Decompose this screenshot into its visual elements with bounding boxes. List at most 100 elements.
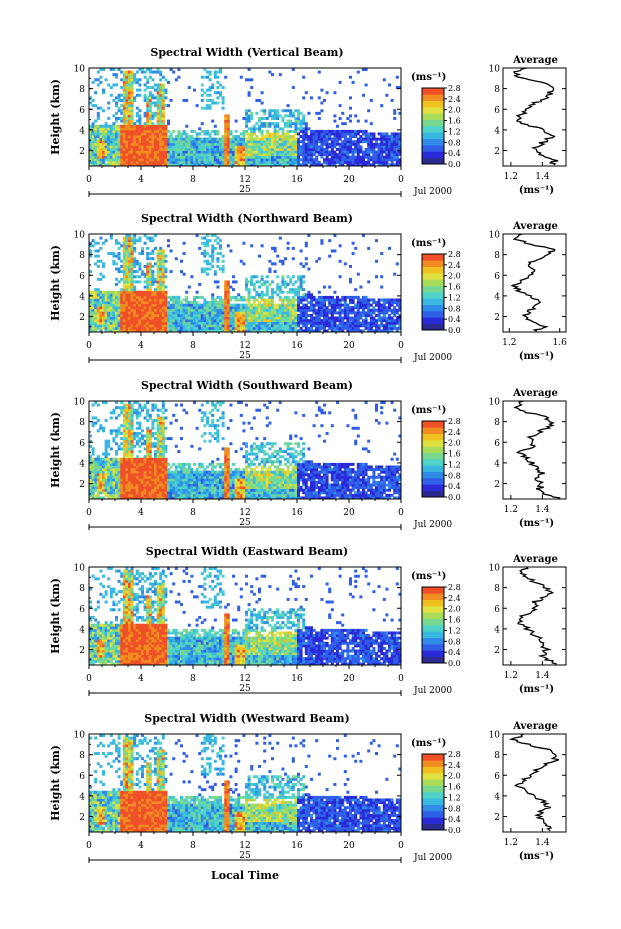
heatmap-cell bbox=[102, 460, 105, 464]
heatmap-cell bbox=[125, 308, 129, 312]
heatmap-cell bbox=[120, 408, 124, 412]
heatmap-cell bbox=[89, 163, 92, 167]
heatmap-cell bbox=[372, 321, 376, 325]
heatmap-cell bbox=[125, 480, 129, 484]
heatmap-cell bbox=[91, 155, 95, 159]
heatmap-cell bbox=[317, 70, 321, 74]
heatmap-cell bbox=[143, 264, 147, 268]
heatmap-cell bbox=[377, 303, 381, 307]
heatmap-cell bbox=[294, 160, 298, 164]
heatmap-cell bbox=[367, 137, 371, 141]
heatmap-cell bbox=[395, 329, 399, 333]
heatmap-cell bbox=[242, 306, 246, 310]
heatmap-cell bbox=[156, 259, 160, 263]
heatmap-cell bbox=[258, 124, 261, 128]
heatmap-cell bbox=[154, 147, 157, 151]
heatmap-cell bbox=[104, 298, 108, 302]
heatmap-cell bbox=[328, 160, 332, 164]
heatmap-cell bbox=[141, 303, 144, 307]
heatmap-cell bbox=[203, 140, 207, 144]
heatmap-cell bbox=[122, 137, 126, 141]
heatmap-cell bbox=[203, 311, 207, 315]
heatmap-cell bbox=[169, 158, 173, 162]
heatmap-cell bbox=[159, 313, 163, 317]
heatmap-cell bbox=[96, 478, 100, 482]
heatmap-cell bbox=[135, 308, 139, 312]
heatmap-cell bbox=[159, 140, 163, 144]
heatmap-cell bbox=[169, 303, 173, 307]
heatmap-cell bbox=[128, 311, 131, 315]
heatmap-cell bbox=[375, 301, 378, 305]
heatmap-cell bbox=[128, 270, 131, 274]
heatmap-cell bbox=[260, 135, 264, 139]
heatmap-cell bbox=[91, 313, 95, 317]
heatmap-cell bbox=[180, 316, 183, 320]
colorbar-tick-label: 0.4 bbox=[448, 149, 461, 158]
heatmap-cell bbox=[284, 140, 287, 144]
heatmap-cell bbox=[341, 132, 345, 136]
heatmap-cell bbox=[354, 316, 358, 320]
heatmap-cell bbox=[232, 155, 235, 159]
heatmap-cell bbox=[174, 303, 178, 307]
heatmap-cell bbox=[94, 254, 98, 258]
heatmap-cell bbox=[125, 452, 129, 456]
heatmap-cell bbox=[120, 160, 124, 164]
heatmap-cell bbox=[354, 246, 358, 250]
panel-1: Spectral Width (Northward Beam)246810Hei… bbox=[49, 212, 567, 363]
heatmap-cell bbox=[263, 158, 267, 162]
heatmap-cell bbox=[164, 104, 168, 108]
heatmap-cell bbox=[148, 298, 152, 302]
heatmap-cell bbox=[190, 163, 194, 167]
heatmap-cell bbox=[180, 313, 183, 317]
heatmap-cell bbox=[130, 78, 134, 82]
heatmap-cell bbox=[328, 132, 332, 136]
heatmap-cell bbox=[156, 293, 160, 297]
heatmap-cell bbox=[278, 329, 282, 333]
heatmap-cell bbox=[255, 324, 259, 328]
heatmap-cell bbox=[234, 306, 238, 310]
heatmap-cell bbox=[299, 135, 303, 139]
heatmap-cell bbox=[107, 295, 111, 299]
heatmap-cell bbox=[224, 163, 228, 167]
heatmap-cell bbox=[268, 147, 272, 151]
heatmap-cell bbox=[125, 457, 129, 461]
heatmap-cell bbox=[200, 145, 204, 149]
heatmap-cell bbox=[232, 306, 235, 310]
heatmap-cell bbox=[193, 145, 196, 149]
heatmap-cell bbox=[271, 73, 274, 77]
heatmap-cell bbox=[289, 155, 293, 159]
heatmap-cell bbox=[307, 329, 311, 333]
heatmap-cell bbox=[328, 321, 332, 325]
heatmap-cell bbox=[115, 431, 118, 435]
heatmap-cell bbox=[247, 301, 251, 305]
heatmap-cell bbox=[216, 280, 220, 284]
heatmap-cell bbox=[395, 311, 399, 315]
heatmap-cell bbox=[323, 308, 326, 312]
heatmap-cell bbox=[159, 129, 163, 133]
heatmap-cell bbox=[164, 160, 168, 164]
heatmap-cell bbox=[354, 326, 358, 330]
heatmap-cell bbox=[206, 262, 209, 266]
heatmap-cell bbox=[122, 262, 126, 266]
heatmap-cell bbox=[323, 140, 326, 144]
heatmap-cell bbox=[356, 119, 360, 123]
heatmap-cell bbox=[354, 160, 358, 164]
heatmap-cell bbox=[208, 106, 212, 110]
heatmap-cell bbox=[102, 135, 105, 139]
heatmap-cell bbox=[94, 329, 98, 333]
heatmap-cell bbox=[219, 70, 222, 74]
heatmap-cell bbox=[148, 86, 152, 90]
heatmap-cell bbox=[112, 142, 116, 146]
heatmap-cell bbox=[112, 132, 116, 136]
heatmap-cell bbox=[167, 80, 170, 84]
heatmap-cell bbox=[120, 150, 124, 154]
heatmap-cell bbox=[130, 293, 134, 297]
heatmap-cell bbox=[255, 147, 259, 151]
heatmap-cell bbox=[297, 285, 300, 289]
heatmap-cell bbox=[128, 88, 131, 92]
heatmap-cell bbox=[130, 450, 134, 453]
heatmap-cell bbox=[310, 316, 313, 320]
heatmap-cell bbox=[333, 119, 337, 123]
heatmap-cell bbox=[130, 465, 134, 469]
heatmap-cell bbox=[143, 295, 147, 299]
